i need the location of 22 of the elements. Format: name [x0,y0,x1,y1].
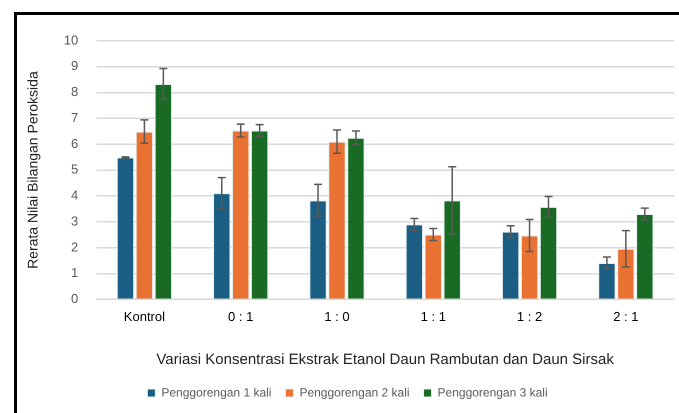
x-tick-label: 2 : 1 [613,308,639,324]
y-tick-label: 2 [71,239,78,254]
y-tick-label: 4 [71,188,78,203]
y-tick-label: 0 [71,290,78,306]
y-tick-label: 7 [71,110,78,125]
y-tick-label: 10 [64,32,78,48]
x-tick-label: 1 : 2 [516,308,542,324]
y-axis-title: Rerata Nilai Bilangan Peroksida [24,71,40,269]
x-tick-label: 1 : 0 [324,308,350,324]
y-tick-label: 9 [71,58,78,74]
legend-label: Penggorengan 1 kali [161,385,272,400]
x-axis-title: Variasi Konsentrasi Ekstrak Etanol Daun Rambutan dan Daun Sirsak [156,351,614,368]
y-tick-label: 3 [71,213,78,228]
y-tick-label: 8 [71,84,78,100]
y-tick-label: 1 [71,265,78,280]
x-tick-label: Kontrol [124,308,166,324]
y-tick-label: 6 [71,136,78,151]
y-tick-label: 5 [71,162,78,177]
x-tick-label: 1 : 1 [420,308,446,324]
legend-label: Penggorengan 3 kali [438,385,548,400]
legend-label: Penggorengan 2 kali [299,385,410,400]
x-tick-label: 0 : 1 [228,308,254,324]
